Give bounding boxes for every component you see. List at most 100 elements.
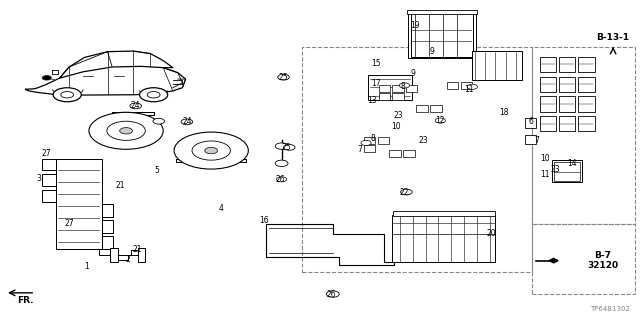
Text: 8: 8 (401, 82, 406, 91)
Text: 24: 24 (182, 117, 192, 126)
Bar (364, 137, 375, 144)
Text: 4: 4 (218, 204, 223, 213)
Circle shape (361, 140, 371, 145)
Text: 8: 8 (370, 134, 375, 143)
Bar (403, 150, 415, 157)
Bar (532, 47, 635, 224)
Polygon shape (549, 258, 558, 263)
Circle shape (326, 291, 339, 297)
Bar (559, 77, 575, 92)
Bar (525, 135, 536, 144)
Bar (393, 211, 495, 216)
Text: 1: 1 (84, 262, 89, 271)
Text: 7: 7 (357, 145, 362, 154)
Text: 14: 14 (566, 159, 577, 168)
Circle shape (278, 74, 289, 80)
Text: 25: 25 (282, 143, 292, 152)
Text: TP64B1302: TP64B1302 (591, 306, 630, 312)
Text: 32120: 32120 (588, 261, 618, 270)
Bar (110, 248, 118, 262)
Text: 5: 5 (154, 166, 159, 175)
Text: 25: 25 (278, 73, 288, 82)
Text: 15: 15 (371, 59, 381, 68)
Bar (411, 13, 473, 57)
Text: 3: 3 (36, 174, 41, 183)
Circle shape (205, 147, 218, 154)
Bar (552, 160, 582, 182)
Bar (578, 77, 595, 92)
Text: 11: 11 (541, 170, 550, 179)
Text: 26: 26 (326, 290, 337, 299)
Text: 18: 18 (500, 108, 509, 117)
Circle shape (435, 118, 445, 123)
Bar (540, 116, 556, 131)
Bar (472, 51, 522, 80)
Text: 23: 23 (550, 165, 561, 174)
Circle shape (276, 177, 287, 182)
Text: 19: 19 (410, 21, 420, 30)
Circle shape (275, 143, 288, 149)
Circle shape (399, 83, 410, 88)
Bar (578, 116, 595, 131)
Bar (540, 96, 556, 112)
Text: 12: 12 (436, 116, 445, 125)
Text: 27: 27 (41, 149, 51, 158)
Text: 21: 21 (133, 245, 142, 254)
Bar (102, 236, 113, 249)
Text: 22: 22 (400, 188, 409, 197)
Circle shape (53, 88, 81, 102)
Bar (540, 77, 556, 92)
Text: B-7: B-7 (595, 251, 611, 260)
Text: 13: 13 (367, 96, 378, 105)
Circle shape (153, 118, 164, 124)
Text: 20: 20 (486, 229, 497, 238)
Circle shape (130, 103, 141, 109)
Bar (525, 118, 536, 128)
Text: 6: 6 (529, 117, 534, 126)
Circle shape (107, 121, 145, 140)
Text: 10: 10 (390, 122, 401, 131)
Bar (447, 82, 458, 89)
Text: 9: 9 (410, 69, 415, 78)
Circle shape (181, 119, 193, 125)
Bar (379, 93, 390, 100)
Circle shape (42, 76, 51, 80)
Bar (378, 137, 389, 144)
Text: 9: 9 (429, 47, 435, 56)
Text: 17: 17 (371, 79, 381, 88)
Bar (302, 47, 532, 272)
Bar (392, 215, 495, 262)
Circle shape (192, 141, 230, 160)
Bar (578, 57, 595, 72)
Text: FR.: FR. (17, 296, 34, 305)
Bar (42, 174, 56, 186)
Circle shape (89, 112, 163, 149)
Bar (392, 85, 404, 92)
Circle shape (401, 189, 412, 195)
Circle shape (467, 84, 477, 89)
Bar (138, 248, 145, 262)
Bar (368, 75, 412, 100)
Bar (364, 145, 375, 152)
Circle shape (120, 128, 132, 134)
Text: 10: 10 (540, 154, 550, 163)
Bar (379, 85, 390, 92)
Circle shape (61, 92, 74, 98)
Bar (578, 96, 595, 112)
Circle shape (147, 92, 160, 98)
Bar (56, 159, 102, 249)
Text: 23: 23 (419, 137, 429, 145)
Bar (42, 190, 56, 202)
Bar (416, 105, 428, 112)
Bar (559, 96, 575, 112)
Text: 24: 24 (131, 101, 141, 110)
Circle shape (174, 132, 248, 169)
Bar (407, 10, 477, 14)
Circle shape (284, 145, 295, 150)
Bar (392, 93, 404, 100)
Bar (554, 162, 580, 181)
Bar (430, 105, 442, 112)
Text: 23: 23 (393, 111, 403, 120)
Bar (461, 82, 472, 89)
Bar (42, 159, 56, 170)
